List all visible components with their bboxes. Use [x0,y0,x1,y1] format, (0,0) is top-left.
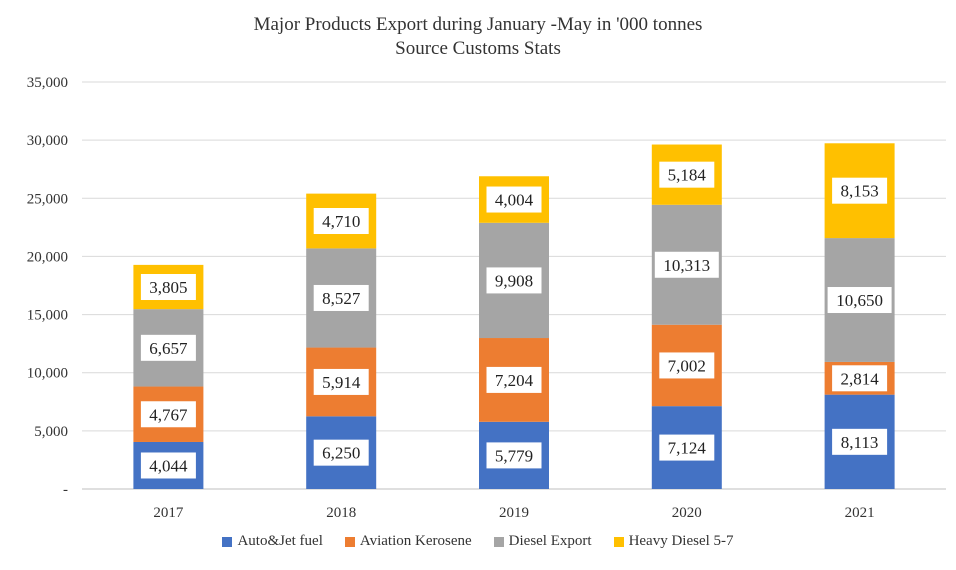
data-label-box [140,452,196,479]
y-tick-label: 5,000 [34,424,68,440]
y-tick-label: 20,000 [27,249,68,265]
data-label: 5,184 [668,166,707,185]
y-tick-label: 15,000 [27,308,68,324]
x-tick-label: 2019 [499,505,529,521]
x-tick-label: 2021 [845,505,875,521]
data-label-box [832,365,888,392]
y-tick-label: 30,000 [27,133,68,149]
chart-subtitle: Source Customs Stats [395,38,561,59]
data-label: 4,767 [149,405,188,424]
data-label-box [827,287,892,314]
data-label: 4,004 [495,191,534,210]
data-label: 6,250 [322,444,360,463]
legend-label: Diesel Export [508,533,592,549]
data-label: 10,313 [663,256,710,275]
legend: Auto&Jet fuel Aviation Kerosene Diesel Exp… [0,533,956,550]
plot-area: - 5,000 10,000 15,000 20,000 25,000 30,000 35,0… [27,75,946,521]
data-label-box [313,439,369,466]
data-label-box [486,267,542,294]
y-tick-label: 25,000 [27,191,68,207]
x-tick-label: 2020 [672,505,702,521]
y-tick-label: 10,000 [27,366,68,382]
data-label: 9,908 [495,271,533,290]
data-label-box [140,401,196,428]
data-label: 7,204 [495,371,534,390]
legend-swatch [493,536,504,547]
data-label-box [486,186,542,213]
data-label: 5,779 [495,446,533,465]
data-label: 2,814 [840,369,879,388]
data-label-box [659,161,715,188]
data-label: 10,650 [836,291,883,310]
legend-item: Heavy Diesel 5-7 [613,533,734,550]
legend-item: Diesel Export [493,533,592,550]
data-label: 5,914 [322,373,361,392]
data-label-box [313,368,369,395]
data-label-box [659,352,715,379]
data-label: 4,044 [149,456,188,475]
legend-label: Heavy Diesel 5-7 [628,533,734,549]
data-label: 7,124 [668,439,707,458]
data-label: 3,805 [149,278,187,297]
data-label-box [654,251,719,278]
data-label-box [659,434,715,461]
legend-label: Auto&Jet fuel [237,533,323,549]
data-label-box [140,274,196,301]
legend-swatch [344,536,355,547]
legend-swatch [222,536,233,547]
data-label: 8,153 [840,182,878,201]
legend-label: Aviation Kerosene [359,533,472,549]
data-label: 8,113 [841,433,879,452]
data-label-box [140,334,196,361]
data-label-box [486,442,542,469]
x-tick-label: 2017 [153,505,184,521]
y-tick-label: 35,000 [27,75,68,91]
data-label-box [313,208,369,235]
data-label: 8,527 [322,289,361,308]
legend-swatch [613,536,624,547]
legend-item: Auto&Jet fuel [222,533,323,550]
data-label-box [832,177,888,204]
data-label: 7,002 [668,356,706,375]
data-label: 4,710 [322,212,360,231]
data-label-box [313,284,369,311]
legend-item: Aviation Kerosene [344,533,472,550]
data-label-box [832,428,888,455]
chart-title: Major Products Export during January -Ma… [253,14,703,35]
data-label: 6,657 [149,339,188,358]
y-tick-label: - [63,482,68,498]
data-label-box [486,366,542,393]
x-tick-label: 2018 [326,505,356,521]
